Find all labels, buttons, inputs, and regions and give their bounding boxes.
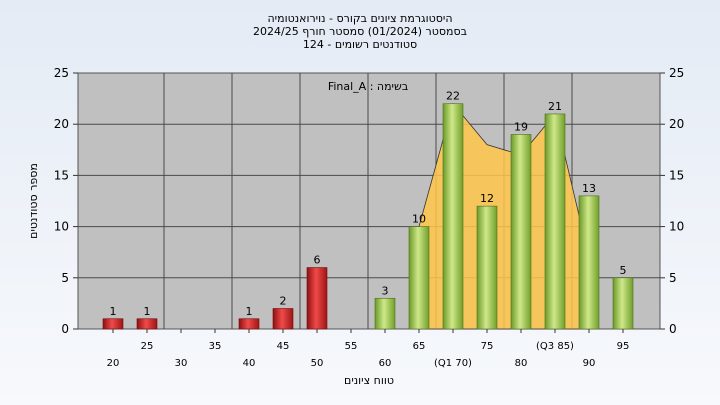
chart-title: היסטוגרמת ציונים בקורס - נוירואנטומיה בס… [253,12,467,51]
y-tick-label-right: 25 [669,66,684,80]
bar-75 [476,205,498,330]
y-tick-label-right: 0 [669,322,677,336]
bar-50 [306,267,328,330]
x-tick-label: 65 [413,341,426,352]
x-tick-label: 45 [277,341,290,352]
y-tick-label-left: 10 [54,220,69,234]
bar-value-label: 22 [446,90,460,103]
bar-value-label: 3 [382,284,389,297]
bars-layer [102,103,634,330]
x-tick-label: 95 [617,341,630,352]
y-tick-label-left: 15 [54,168,69,182]
bar-90 [578,195,600,330]
x-tick-label: 90 [583,358,596,369]
title-line-1: היסטוגרמת ציונים בקורס - נוירואנטומיה [267,12,452,25]
x-tick-label: 35 [209,341,222,352]
bar-value-label: 1 [144,305,151,318]
bar-(Q1 70) [442,103,464,330]
bar-20 [102,318,124,330]
x-tick-label: 40 [243,358,256,369]
x-axis-title: טווח ציונים [344,374,394,387]
bar-value-label: 6 [314,254,321,267]
bar-value-label: 13 [582,182,596,195]
y-tick-label-right: 20 [669,117,684,131]
x-tick-label: 55 [345,341,358,352]
x-tick-label: 20 [107,358,120,369]
x-axis: 20 25 30 35 40 45 50 55 60 65 (Q1 70) 75 80 (Q3 85) 90… [107,329,630,369]
bar-value-label: 12 [480,192,494,205]
y-axis-right: 0 5 10 15 20 25 [660,66,684,336]
bar-40 [238,318,260,330]
bar-value-label: 1 [110,305,117,318]
x-tick-label: 50 [311,358,324,369]
y-tick-label-left: 5 [61,271,69,285]
x-tick-label: 25 [141,341,154,352]
x-tick-label: 75 [481,341,494,352]
title-line-3: סטודנטים רשומים - 124 [303,38,417,51]
bar-65 [408,226,430,330]
bar-value-label: 1 [246,305,253,318]
y-axis-left: 0 5 10 15 20 25 [54,66,78,336]
bar-value-label: 5 [620,264,627,277]
x-tick-label: 30 [175,358,188,369]
bar-value-label: 21 [548,100,562,113]
bar-45 [272,308,294,330]
y-axis-title: מספר סטודנטים [27,163,40,239]
plot-annotation: בשימה : Final_A [328,80,408,93]
bar-value-label: 10 [412,213,426,226]
y-tick-label-left: 25 [54,66,69,80]
x-tick-label: (Q1 70) [434,358,472,369]
bar-(Q3 85) [544,113,566,330]
bar-95 [612,277,634,330]
title-line-2: בסמסטר (01/2024) סמסטר חורף 2024/25 [253,25,467,38]
y-tick-label-right: 5 [669,271,677,285]
y-tick-label-right: 10 [669,220,684,234]
bar-60 [374,297,396,330]
y-tick-label-left: 20 [54,117,69,131]
bar-80 [510,134,532,330]
y-tick-label-right: 15 [669,168,684,182]
bar-25 [136,318,158,330]
bar-value-label: 19 [514,120,528,133]
x-tick-label: 60 [379,358,392,369]
x-tick-label: (Q3 85) [536,341,574,352]
x-tick-label: 80 [515,358,528,369]
bar-value-label: 2 [280,295,287,308]
y-tick-label-left: 0 [61,322,69,336]
